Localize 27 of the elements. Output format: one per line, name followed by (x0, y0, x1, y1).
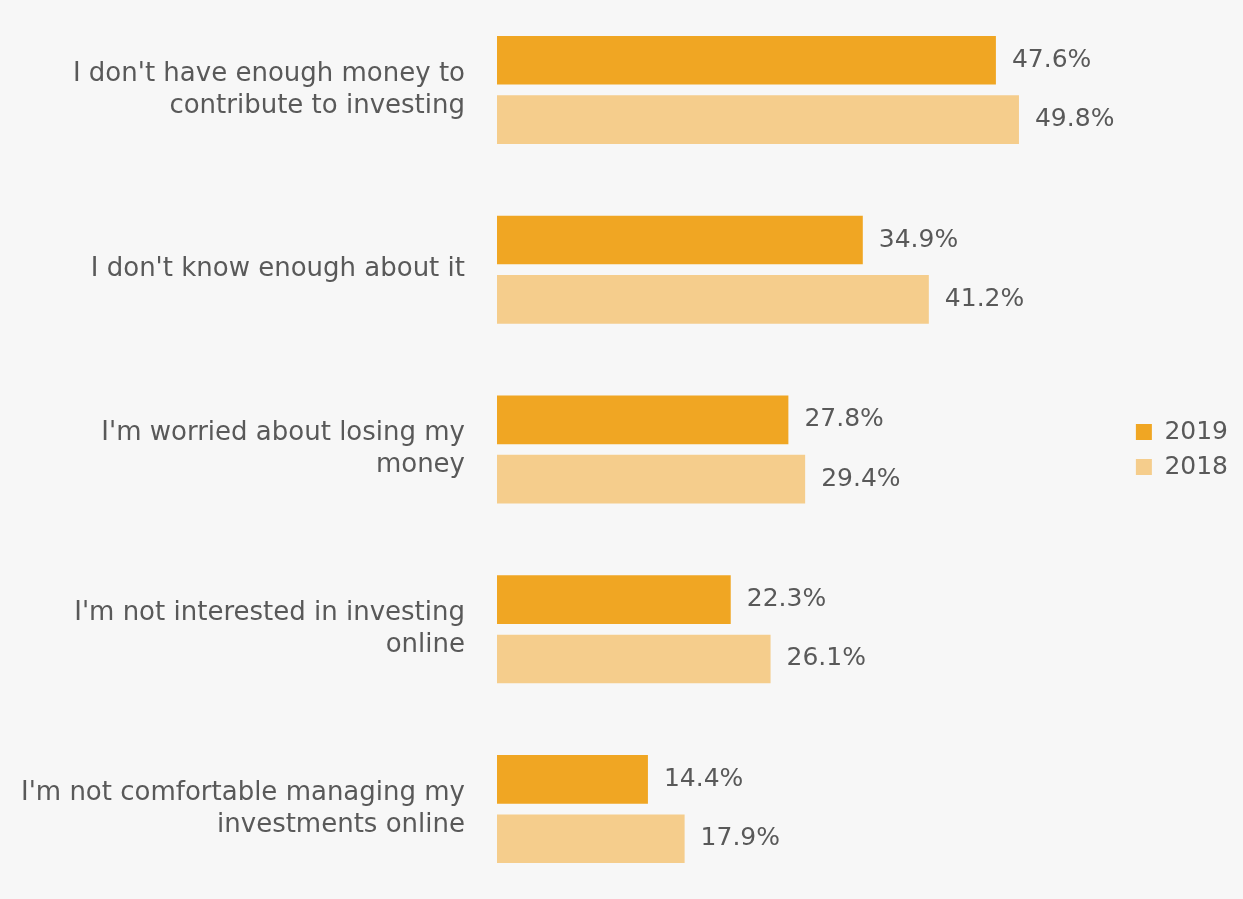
bar (497, 814, 685, 864)
data-label: 47.6% (1011, 43, 1092, 73)
data-label: 27.8% (804, 403, 884, 433)
bar (497, 755, 648, 804)
y-tick-label: I'm worried about losing my money (101, 416, 465, 479)
bar (497, 395, 789, 445)
legend-label: 2018 (1164, 450, 1228, 480)
bar (497, 454, 806, 504)
y-tick-label: I don't know enough about it (90, 252, 465, 283)
data-label: 26.1% (786, 642, 866, 672)
bar (497, 215, 863, 265)
data-label: 29.4% (821, 462, 901, 492)
bar (497, 35, 996, 85)
bar (497, 634, 771, 684)
bar (497, 575, 731, 624)
data-label: 41.2% (944, 282, 1025, 312)
y-tick-label: I'm not comfortable managing my investments online (20, 775, 465, 838)
y-tick-label: I don't have enough money to contribute to investing (72, 56, 465, 119)
y-tick-label: I'm not interested in investing online (74, 596, 465, 659)
data-label: 22.3% (746, 583, 827, 613)
legend-label: 2019 (1164, 415, 1228, 445)
bar (497, 95, 1019, 144)
data-label: 14.4% (663, 762, 744, 792)
data-label: 17.9% (700, 822, 781, 852)
bar (497, 275, 929, 324)
data-label: 49.8% (1034, 103, 1115, 133)
data-label: 34.9% (878, 223, 959, 253)
